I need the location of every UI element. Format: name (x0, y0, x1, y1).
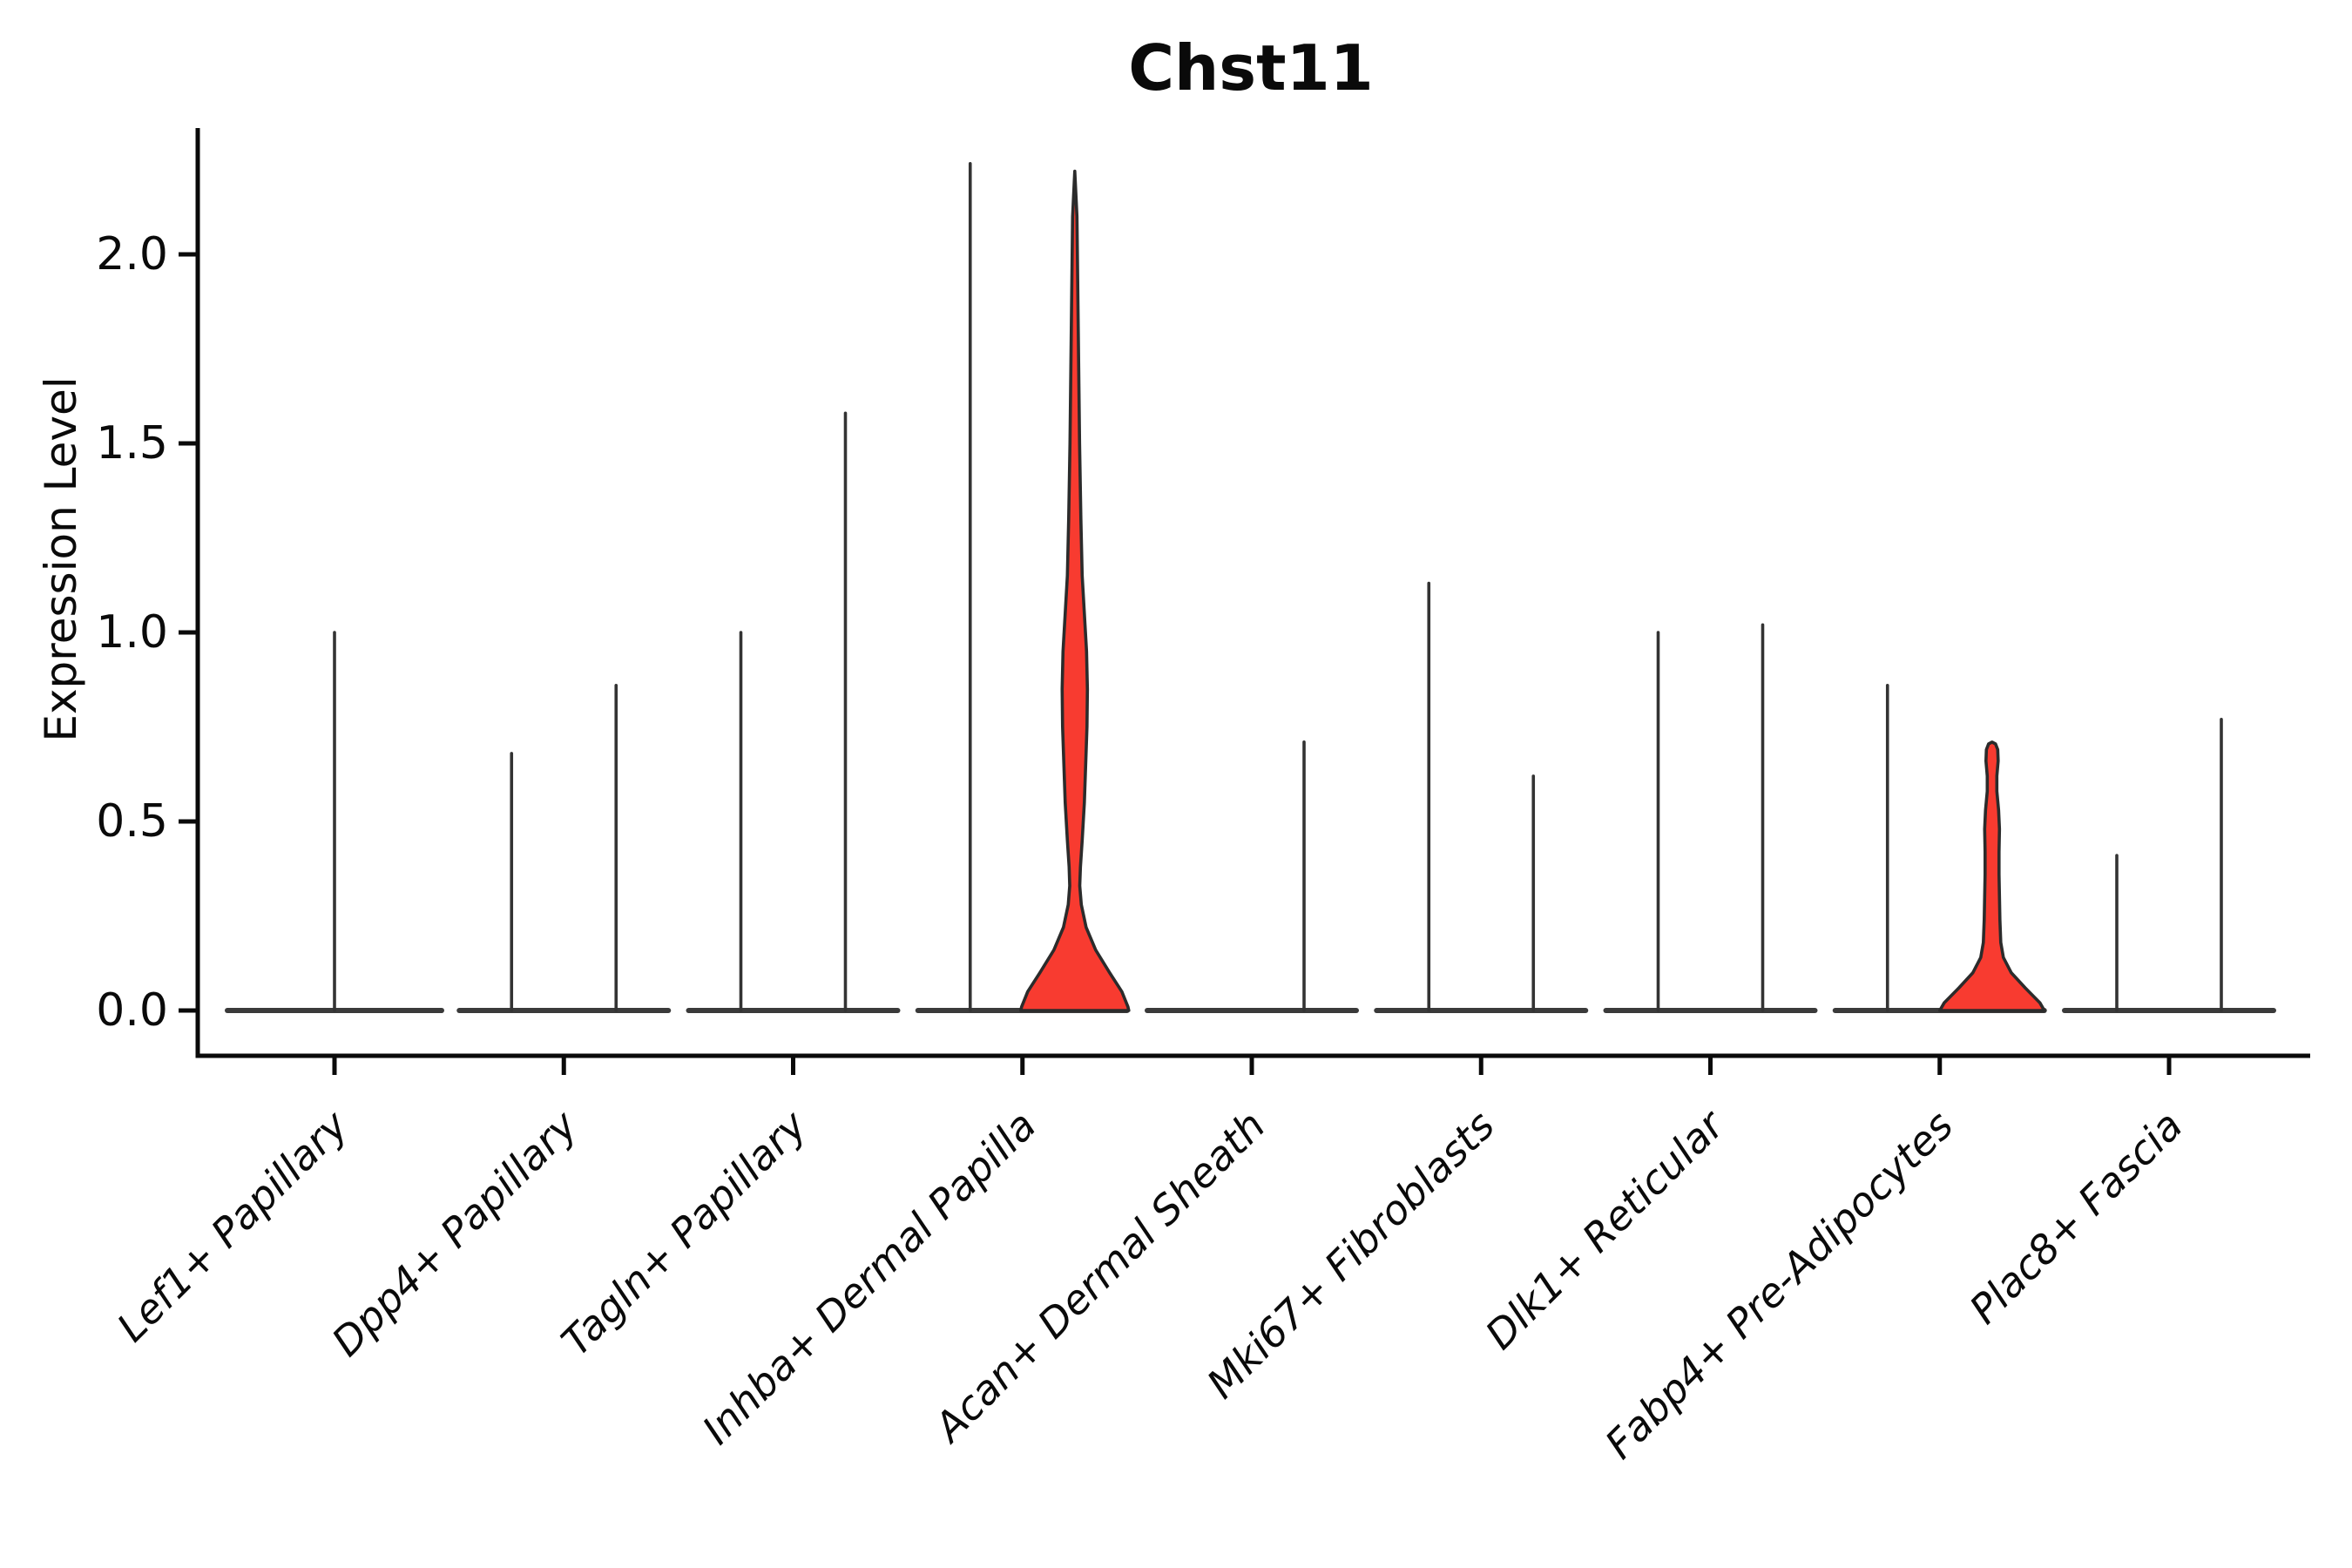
violin-filled (1019, 169, 1131, 1012)
y-tick-label: 1.5 (96, 417, 168, 470)
y-tick-label: 2.0 (96, 228, 168, 280)
violin-filled (1938, 740, 2046, 1012)
chart-title: Chst11 (1128, 31, 1374, 105)
y-tick-label: 0.0 (96, 984, 168, 1037)
x-category-label: Plac8+ Fascia (1960, 1102, 2191, 1333)
y-tick-label: 1.0 (96, 606, 168, 659)
x-category-label: Tagln+ Papillary (552, 1101, 816, 1365)
x-category-label: Dlk1+ Reticular (1477, 1099, 1735, 1358)
x-category-label: Lef1+ Papillary (108, 1101, 357, 1350)
y-tick-label: 0.5 (96, 795, 168, 848)
x-category-label: Dpp4+ Papillary (322, 1101, 586, 1365)
